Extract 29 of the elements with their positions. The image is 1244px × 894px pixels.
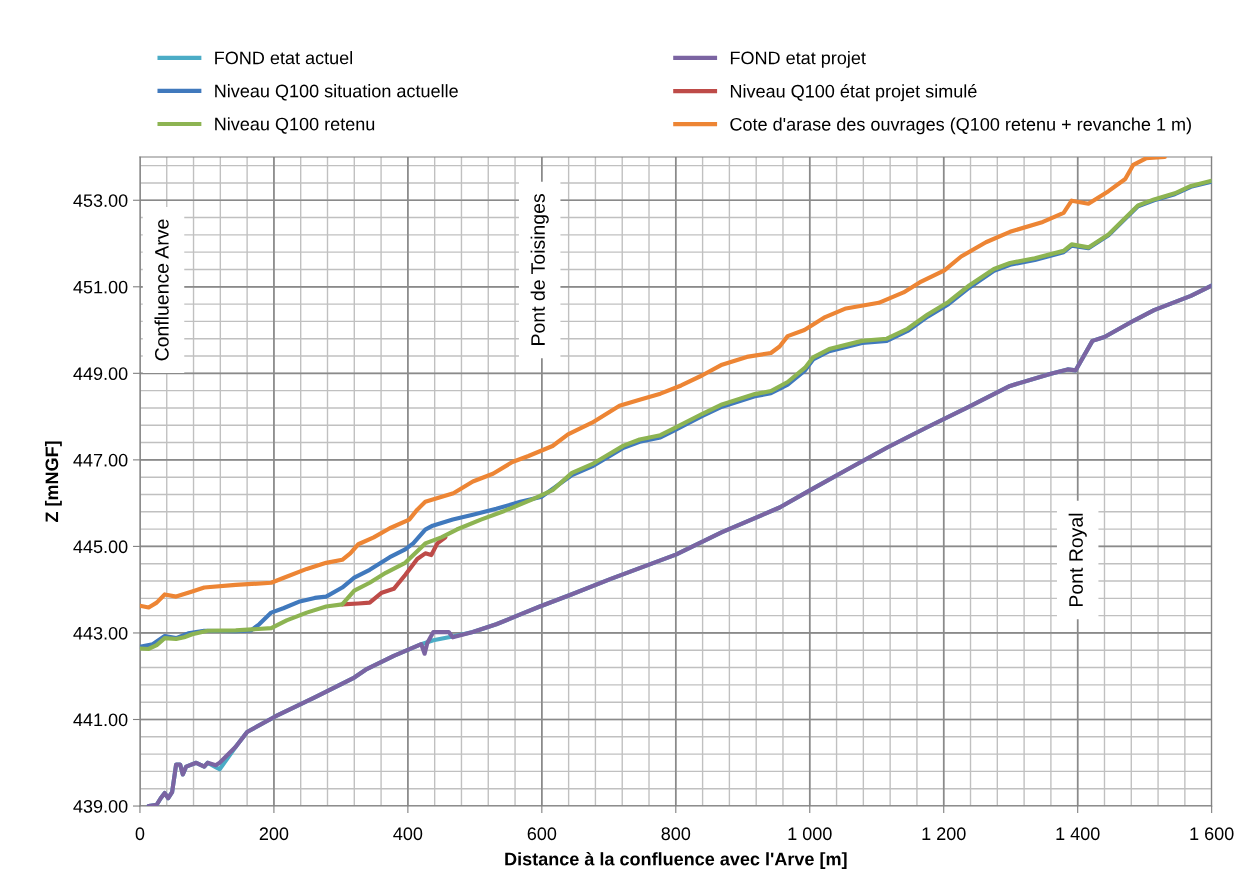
y-tick-label: 451.00 (73, 280, 128, 294)
annotation: Confluence Arve (154, 219, 169, 361)
y-tick-label: 453.00 (73, 194, 128, 207)
x-tick-label: 600 (527, 827, 557, 841)
x-tick-label: 0 (135, 827, 145, 841)
x-tick-label: 1 000 (788, 827, 832, 841)
legend-label: Niveau Q100 retenu (215, 117, 375, 134)
y-tick-label: 445.00 (73, 540, 128, 554)
y-axis-title: Z [mNGF] (44, 441, 62, 523)
y-tick-label: 443.00 (73, 626, 128, 640)
x-tick-label: 400 (393, 827, 423, 841)
legend-label: Niveau Q100 état projet simulé (730, 84, 977, 102)
legend-label: Niveau Q100 situation actuelle (215, 84, 458, 101)
x-axis-title: Distance à la confluence avec l'Arve [m] (505, 852, 847, 870)
legend-label: FOND etat projet (730, 51, 866, 68)
x-tick-label: 800 (661, 827, 691, 841)
legend-label: FOND etat actuel (215, 51, 353, 65)
annotation: Pont de Toisinges (530, 194, 549, 345)
x-tick-label: 1 200 (922, 827, 966, 841)
annotation: Pont Royal (1068, 513, 1087, 606)
y-tick-label: 449.00 (73, 367, 128, 381)
y-tick-label: 439.00 (73, 799, 128, 813)
legend-label: Cote d'arase des ouvrages (Q100 retenu + revanche 1 m) (730, 117, 1191, 135)
x-tick-label: 200 (259, 827, 289, 841)
x-tick-label: 1 600 (1190, 827, 1234, 841)
y-tick-label: 441.00 (73, 713, 128, 727)
line-series (139, 156, 1167, 610)
x-tick-label: 1 400 (1056, 827, 1100, 841)
y-tick-label: 447.00 (73, 453, 128, 467)
